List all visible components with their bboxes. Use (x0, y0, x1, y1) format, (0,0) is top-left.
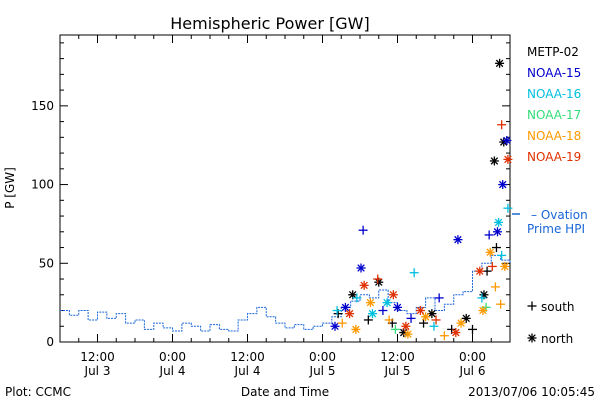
x-tick-label-date: Jul 5 (384, 364, 411, 378)
marker-star (415, 306, 425, 316)
legend: METP-02 NOAA-15 NOAA-16 NOAA-17 NOAA-18 NOAA-… (527, 45, 581, 164)
marker-plus (491, 243, 501, 253)
legend-entry: NOAA-18 (527, 129, 581, 143)
chart-title: Hemispheric Power [GW] (170, 14, 369, 33)
marker-plus (503, 203, 513, 213)
marker-plus (490, 282, 500, 292)
marker-plus (439, 331, 449, 341)
data-markers (330, 58, 513, 341)
marker-plus (434, 293, 444, 303)
marker-star (401, 321, 411, 331)
legend-entry: NOAA-19 (527, 150, 581, 164)
marker-star (456, 318, 466, 328)
ovation-label: – Ovation Prime HPI (512, 208, 588, 236)
marker-plus (390, 324, 400, 334)
ovation-series (60, 254, 511, 332)
marker-plus (378, 306, 388, 316)
x-tick-label-time: 0:00 (159, 350, 186, 364)
marker-star (527, 333, 537, 343)
marker-key: south north (527, 300, 575, 346)
marker-plus (431, 315, 441, 325)
marker-star (403, 329, 413, 339)
x-tick-label-date: Jul 3 (84, 364, 111, 378)
marker-plus (406, 313, 416, 323)
plot-source: Plot: CCMC (5, 385, 71, 399)
marker-plus (337, 318, 347, 328)
marker-star (500, 261, 510, 271)
marker-plus (497, 250, 507, 260)
marker-star (495, 58, 505, 68)
marker-star (453, 235, 463, 245)
marker-plus (429, 321, 439, 331)
y-tick-label: 100 (31, 178, 54, 192)
marker-star (485, 247, 495, 257)
x-tick-label-time: 12:00 (230, 350, 265, 364)
y-axis: 0 50 100 150 (31, 42, 510, 349)
marker-star (356, 263, 366, 273)
marker-plus (468, 324, 477, 334)
marker-star (494, 217, 504, 227)
marker-plus (352, 293, 362, 303)
ovation-line (60, 254, 511, 332)
marker-star (475, 266, 485, 276)
marker-plus (384, 315, 394, 325)
legend-entry: METP-02 (527, 45, 579, 59)
x-tick-label-time: 0:00 (309, 350, 336, 364)
y-tick-label: 50 (39, 256, 54, 270)
marker-star (359, 280, 369, 290)
x-tick-label-time: 12:00 (80, 350, 115, 364)
marker-plus (477, 293, 487, 303)
marker-star (365, 298, 375, 308)
y-tick-label: 150 (31, 99, 54, 113)
marker-plus (487, 261, 497, 271)
x-axis-label: Date and Time (241, 385, 329, 399)
marker-star (388, 290, 398, 300)
marker-plus (363, 315, 373, 325)
marker-star (427, 309, 437, 319)
plot-timestamp: 2013/07/06 10:05:45 (468, 385, 595, 399)
legend-entry: NOAA-15 (527, 66, 581, 80)
marker-plus (496, 299, 506, 309)
marker-star (330, 321, 340, 331)
marker-star (345, 309, 355, 319)
marker-star (421, 312, 431, 322)
marker-plus (332, 306, 342, 316)
x-tick-label-time: 12:00 (380, 350, 415, 364)
marker-plus (409, 268, 419, 278)
ovation-label-line2: Prime HPI (527, 222, 585, 236)
x-tick-label-date: Jul 4 (234, 364, 261, 378)
x-tick-label-date: Jul 6 (459, 364, 486, 378)
y-axis-label: P [GW] (3, 167, 17, 209)
x-tick-label-time: 0:00 (459, 350, 486, 364)
marker-star (382, 298, 392, 308)
y-tick-label: 0 (46, 335, 54, 349)
marker-plus (358, 225, 368, 235)
marker-star (393, 302, 402, 312)
marker-star (489, 156, 499, 166)
marker-star (451, 328, 461, 338)
marker-star (493, 227, 502, 237)
marker-plus (373, 274, 383, 284)
marker-key-label: south (541, 300, 575, 314)
marker-plus (527, 301, 537, 311)
marker-plus (497, 120, 507, 130)
marker-star (498, 180, 508, 190)
marker-star (503, 154, 513, 164)
plot-frame (59, 34, 511, 343)
marker-plus (419, 318, 429, 328)
marker-star (368, 309, 377, 319)
marker-plus (484, 230, 494, 240)
x-tick-label-date: Jul 4 (159, 364, 186, 378)
ovation-label-line1: – Ovation (531, 208, 588, 222)
legend-entry: NOAA-16 (527, 87, 581, 101)
x-tick-label-date: Jul 5 (309, 364, 336, 378)
legend-entry: NOAA-17 (527, 108, 581, 122)
marker-star (351, 324, 361, 334)
marker-star (340, 302, 350, 312)
marker-star (502, 135, 512, 145)
marker-star (478, 306, 488, 316)
marker-key-label: north (541, 332, 573, 346)
